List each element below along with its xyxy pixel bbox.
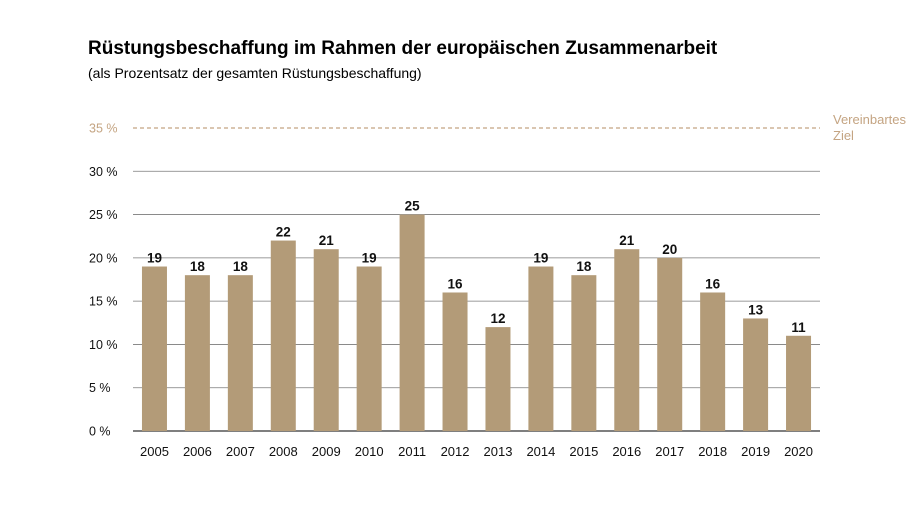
y-tick-label: 25 % bbox=[89, 208, 118, 222]
x-tick-label: 2016 bbox=[612, 444, 641, 459]
bar-value-label: 19 bbox=[533, 251, 548, 266]
bar bbox=[227, 275, 253, 431]
bar-value-label: 22 bbox=[276, 225, 291, 240]
x-tick-label: 2012 bbox=[441, 444, 470, 459]
x-tick-label: 2009 bbox=[312, 444, 341, 459]
bar bbox=[399, 214, 425, 431]
x-tick-label: 2017 bbox=[655, 444, 684, 459]
x-tick-label: 2015 bbox=[569, 444, 598, 459]
bar-value-label: 21 bbox=[619, 233, 635, 248]
bar-value-label: 20 bbox=[662, 242, 677, 257]
x-tick-label: 2010 bbox=[355, 444, 384, 459]
x-tick-label: 2013 bbox=[484, 444, 513, 459]
chart-subtitle: (als Prozentsatz der gesamten Rüstungsbe… bbox=[88, 65, 422, 81]
x-tick-label: 2006 bbox=[183, 444, 212, 459]
bar-value-label: 16 bbox=[705, 276, 721, 291]
y-tick-label: 0 % bbox=[89, 425, 111, 439]
bar bbox=[141, 266, 167, 431]
bar bbox=[313, 249, 339, 431]
bar bbox=[485, 327, 511, 431]
x-tick-label: 2020 bbox=[784, 444, 813, 459]
bar bbox=[614, 249, 640, 431]
bar-value-label: 18 bbox=[233, 259, 249, 274]
bar-value-label: 13 bbox=[748, 302, 764, 317]
value-labels: 19 18 18 22 21 19 25 16 12 19 18 21 20 16 13 11 bbox=[147, 199, 806, 335]
bar bbox=[700, 292, 726, 431]
bar-value-label: 19 bbox=[362, 251, 377, 266]
y-tick-label: 5 % bbox=[89, 381, 111, 395]
target-label: Ziel bbox=[833, 128, 854, 143]
x-tick-label: 2011 bbox=[398, 444, 426, 459]
y-tick-label: 10 % bbox=[89, 338, 118, 352]
x-tick-label: 2007 bbox=[226, 444, 255, 459]
y-tick-label: 30 % bbox=[89, 165, 118, 179]
bar bbox=[528, 266, 554, 431]
x-tick-label: 2019 bbox=[741, 444, 770, 459]
bar bbox=[786, 335, 812, 431]
x-tick-label: 2018 bbox=[698, 444, 727, 459]
chart-title: Rüstungsbeschaffung im Rahmen der europä… bbox=[88, 38, 718, 59]
bar-value-label: 18 bbox=[576, 259, 592, 274]
bar bbox=[184, 275, 210, 431]
x-tick-label: 2008 bbox=[269, 444, 298, 459]
x-axis: 2005 2006 2007 2008 2009 2010 2011 2012 2013 2014… bbox=[140, 444, 813, 459]
bar-value-label: 18 bbox=[190, 259, 206, 274]
bar-value-label: 11 bbox=[791, 320, 806, 335]
bar-value-label: 19 bbox=[147, 251, 162, 266]
bar-value-label: 25 bbox=[405, 199, 421, 214]
x-tick-label: 2014 bbox=[526, 444, 555, 459]
bar bbox=[442, 292, 468, 431]
bar bbox=[743, 318, 769, 431]
y-tick-label: 15 % bbox=[89, 295, 118, 309]
target-label: Vereinbartes bbox=[833, 112, 906, 127]
bar-value-label: 12 bbox=[490, 311, 505, 326]
target-tick-label: 35 % bbox=[89, 122, 118, 136]
bar bbox=[571, 275, 597, 431]
bars bbox=[141, 214, 812, 431]
bar-value-label: 16 bbox=[448, 276, 464, 291]
bar bbox=[657, 257, 683, 431]
y-axis: 0 % 5 % 10 % 15 % 20 % 25 % 30 % bbox=[89, 165, 118, 439]
x-tick-label: 2005 bbox=[140, 444, 169, 459]
y-tick-label: 20 % bbox=[89, 251, 118, 265]
bar bbox=[356, 266, 382, 431]
bar-value-label: 21 bbox=[319, 233, 335, 248]
bar bbox=[270, 240, 296, 431]
